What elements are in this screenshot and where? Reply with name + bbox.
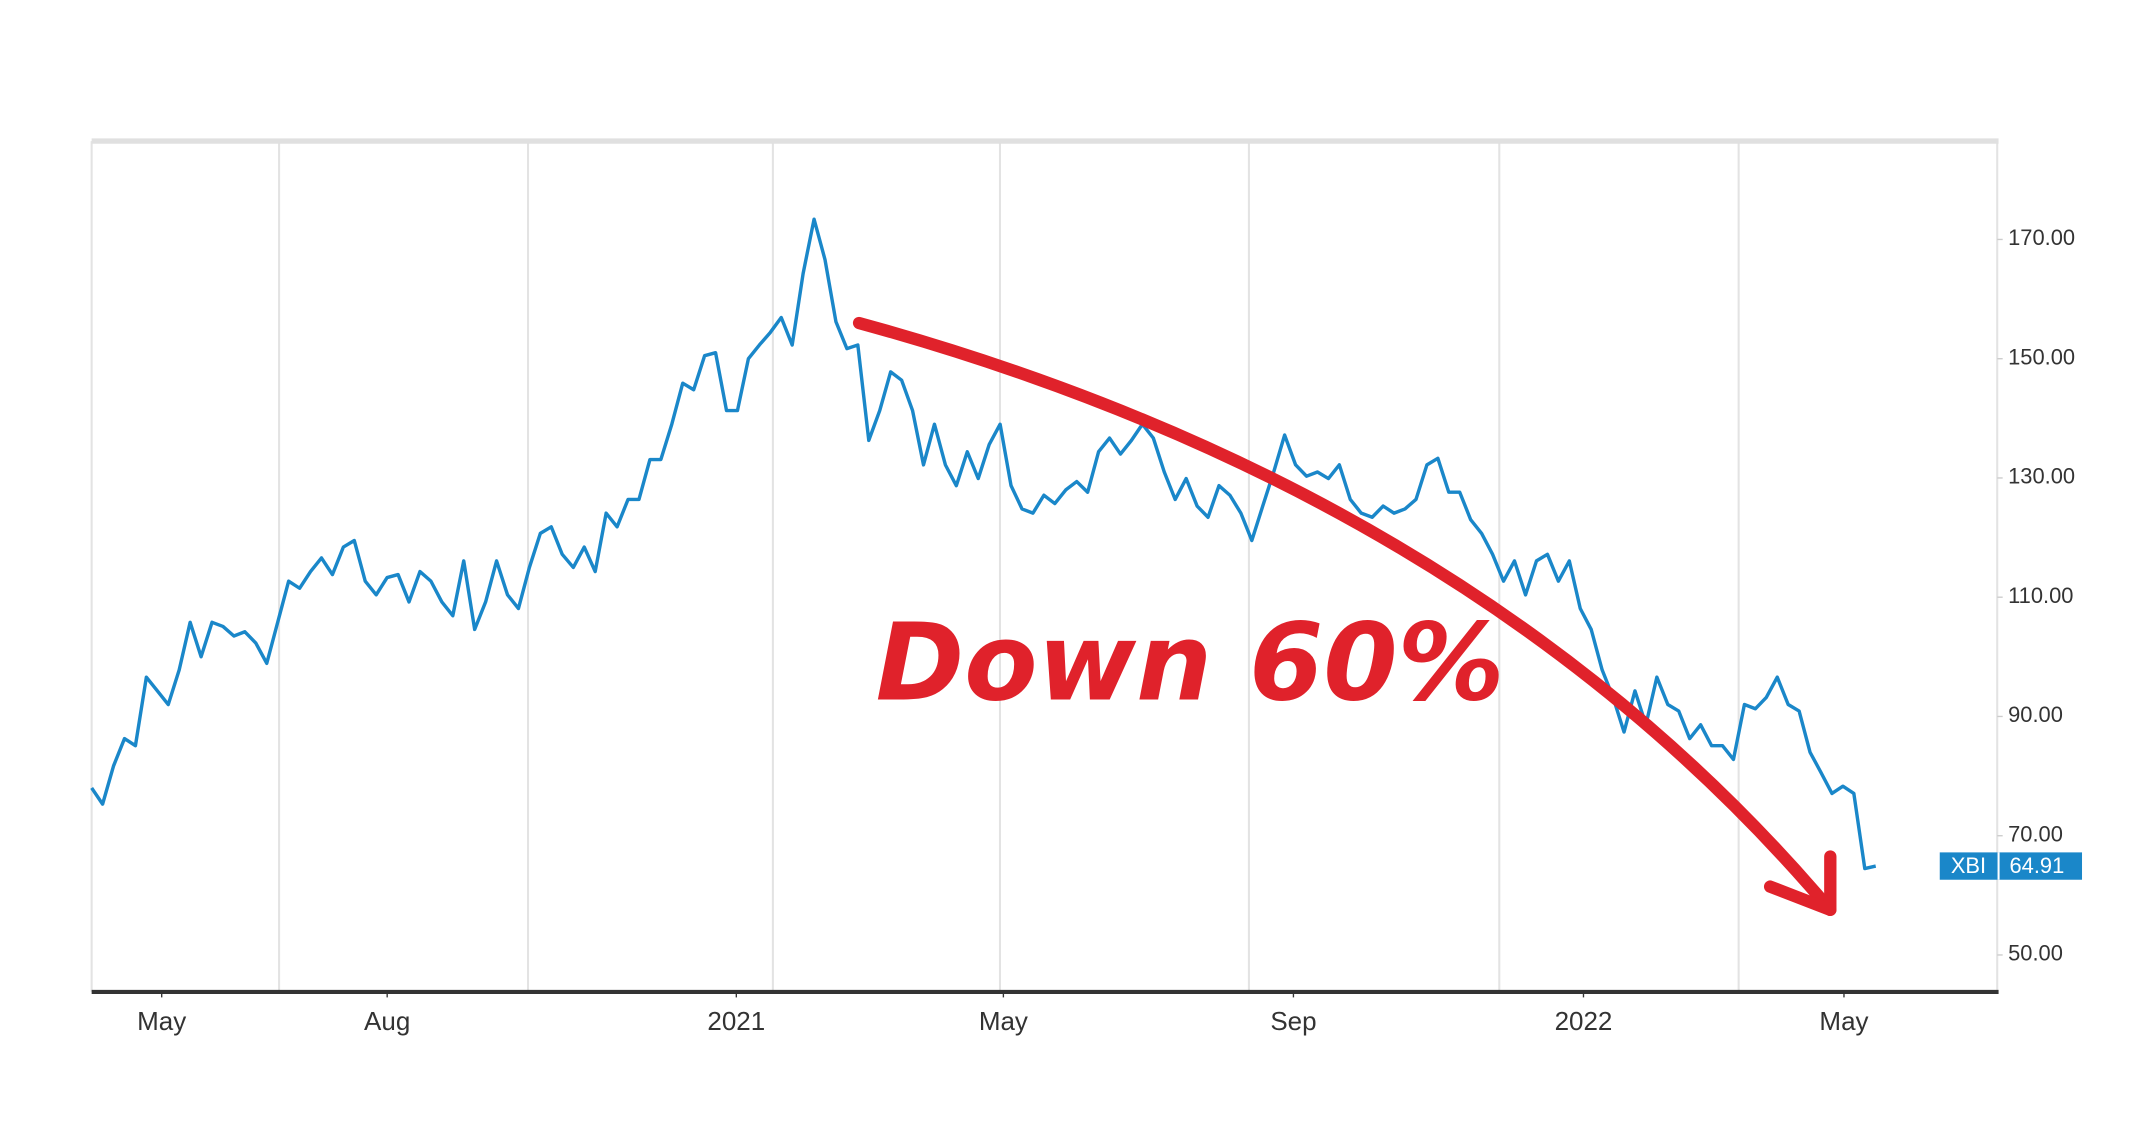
last-value-label: 64.91 [2010,853,2065,878]
annotation: Down 60% [876,602,1505,726]
y-tick-label: 70.00 [2008,821,2063,846]
y-tick-label: 150.00 [2008,344,2075,369]
y-tick-label: 130.00 [2008,464,2075,489]
arrow-head [1763,850,1837,917]
x-tick-label: 2022 [1555,1006,1613,1036]
y-tick-label: 50.00 [2008,941,2063,966]
y-tick-label: 170.00 [2008,225,2075,250]
y-tick-label: 110.00 [2008,583,2073,608]
y-tick-label: 90.00 [2008,702,2063,727]
x-grid [90,141,1999,992]
last-value-box [1939,852,2083,880]
series-name: XBI [1951,853,1986,878]
plot: 50.00 70.00 90.00 110.00 130.00 150.00 170.00 M… [90,217,2083,1036]
price-line [90,217,1877,871]
x-tick-label: May [979,1006,1028,1036]
x-tick-label: Aug [364,1006,410,1036]
arrow [852,316,1837,917]
x-tick-label: 2021 [707,1006,765,1036]
x-tick-label: May [137,1006,186,1036]
x-tick-label: May [1819,1006,1868,1036]
x-tick-label: Sep [1270,1006,1316,1036]
